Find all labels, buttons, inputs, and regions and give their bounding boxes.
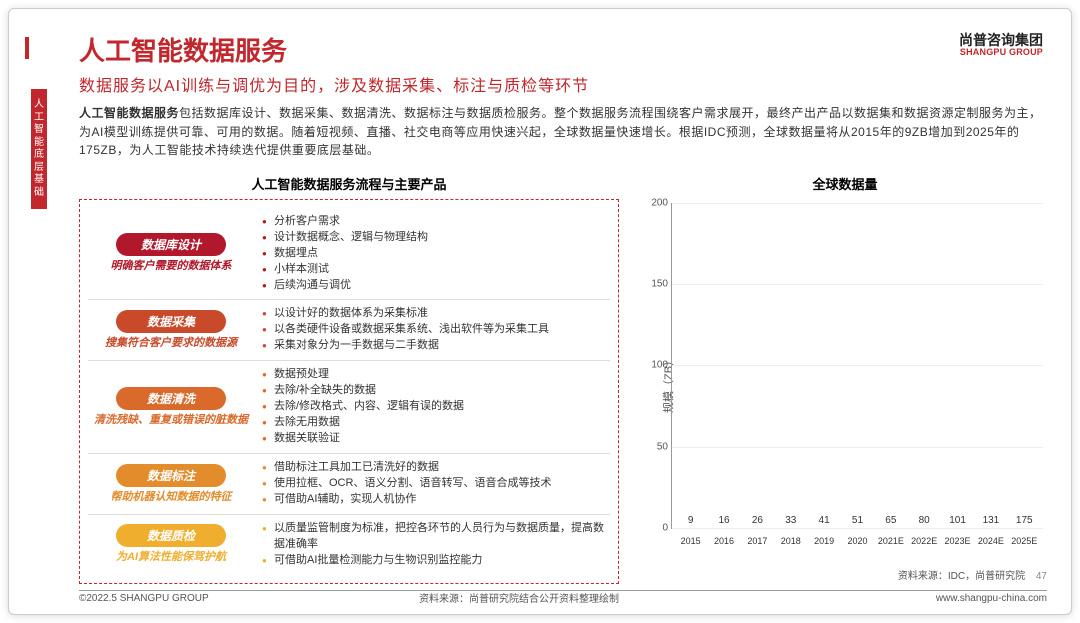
flow-box: 数据库设计明确客户需要的数据体系 分析客户需求设计数据概念、逻辑与物理结构数据埋点… xyxy=(79,199,619,584)
flow-bullet: 设计数据概念、逻辑与物理结构 xyxy=(262,230,608,246)
flow-pill-sub: 明确客户需要的数据体系 xyxy=(111,260,232,274)
flow-row: 数据库设计明确客户需要的数据体系 分析客户需求设计数据概念、逻辑与物理结构数据埋点… xyxy=(88,208,610,301)
intro-em: 人工智能数据服务 xyxy=(79,106,179,120)
bar-category-label: 2023E xyxy=(945,536,971,546)
flow-bullets: 以质量监管制度为标准，把控各环节的人员行为与数据质量，提高数据准确率可借助AI批… xyxy=(262,521,608,569)
bar-chart: 92015 162016 262017 332018 412019 512020 65202… xyxy=(671,203,1043,529)
flow-bullet: 后续沟通与调优 xyxy=(262,278,608,294)
flow-bullet: 可借助AI辅助，实现人机协作 xyxy=(262,492,608,508)
bar-slot: 332018 xyxy=(776,515,805,528)
flow-bullet: 数据关联验证 xyxy=(262,431,608,447)
chart-title: 全球数据量 xyxy=(643,174,1047,193)
bar-category-label: 2017 xyxy=(747,536,767,546)
flow-row: 数据采集搜集符合客户要求的数据源 以设计好的数据体系为采集标准以各类硬件设备或数据… xyxy=(88,300,610,361)
flow-title: 人工智能数据服务流程与主要产品 xyxy=(79,174,619,193)
flow-pill-sub: 为AI算法性能保驾护航 xyxy=(116,551,226,565)
flow-bullet: 数据预处理 xyxy=(262,367,608,383)
bar-category-label: 2018 xyxy=(781,536,801,546)
bar-slot: 92015 xyxy=(676,515,705,528)
bar-slot: 162016 xyxy=(709,515,738,528)
chart-column: 全球数据量 规模（ZB） 920151620162620173320184120… xyxy=(643,174,1047,605)
bar-value-label: 101 xyxy=(949,515,966,526)
flow-column: 人工智能数据服务流程与主要产品 数据库设计明确客户需要的数据体系 分析客户需求设计… xyxy=(79,174,619,605)
flow-bullet: 去除无用数据 xyxy=(262,415,608,431)
chart-wrap: 规模（ZB） 920151620162620173320184120195120… xyxy=(643,199,1047,569)
bar-slot: 1312024E xyxy=(976,515,1005,528)
chart-ytick: 150 xyxy=(648,279,668,290)
flow-pill: 数据库设计 xyxy=(116,233,226,256)
chart-ytick: 200 xyxy=(648,197,668,208)
flow-pill: 数据质检 xyxy=(116,524,226,547)
page-number: 47 xyxy=(1036,571,1047,582)
bar-slot: 412019 xyxy=(809,515,838,528)
footer-copyright: ©2022.5 SHANGPU GROUP xyxy=(79,593,209,604)
bar-category-label: 2019 xyxy=(814,536,834,546)
content-area: 人工智能数据服务 数据服务以AI训练与调优为目的，涉及数据采集、标注与质检等环节… xyxy=(79,31,1047,592)
flow-pill-sub: 帮助机器认知数据的特征 xyxy=(111,491,232,505)
bar-category-label: 2021E xyxy=(878,536,904,546)
flow-bullet: 数据埋点 xyxy=(262,246,608,262)
flow-bullets: 数据预处理去除/补全缺失的数据去除/修改格式、内容、逻辑有误的数据去除无用数据数… xyxy=(262,367,608,447)
bar-slot: 1752025E xyxy=(1010,515,1039,528)
flow-bullet: 以设计好的数据体系为采集标准 xyxy=(262,306,608,322)
flow-bullet: 借助标注工具加工已清洗好的数据 xyxy=(262,460,608,476)
chart-source: 资料来源：IDC，尚普研究院 47 xyxy=(643,567,1047,582)
bar-value-label: 26 xyxy=(752,515,763,526)
chart-ytick: 100 xyxy=(648,360,668,371)
flow-row: 数据质检为AI算法性能保驾护航 以质量监管制度为标准，把控各环节的人员行为与数据质… xyxy=(88,515,610,575)
page-title: 人工智能数据服务 xyxy=(79,31,1047,68)
chart-ytick: 0 xyxy=(648,522,668,533)
flow-pill: 数据标注 xyxy=(116,464,226,487)
flow-bullet: 以各类硬件设备或数据采集系统、浅出软件等为采集工具 xyxy=(262,322,608,338)
bar-category-label: 2020 xyxy=(847,536,867,546)
flow-row: 数据标注帮助机器认知数据的特征 借助标注工具加工已清洗好的数据使用拉框、OCR、语… xyxy=(88,454,610,515)
bar-value-label: 16 xyxy=(718,515,729,526)
bar-value-label: 65 xyxy=(885,515,896,526)
title-accent xyxy=(25,37,29,59)
bar-slot: 262017 xyxy=(743,515,772,528)
bar-slot: 652021E xyxy=(876,515,905,528)
flow-bullet: 分析客户需求 xyxy=(262,214,608,230)
flow-bullet: 小样本测试 xyxy=(262,262,608,278)
chart-source-text: 资料来源：IDC，尚普研究院 xyxy=(898,571,1025,582)
flow-bullet: 以质量监管制度为标准，把控各环节的人员行为与数据质量，提高数据准确率 xyxy=(262,521,608,553)
flow-pill-sub: 清洗残缺、重复或错误的脏数据 xyxy=(94,414,248,428)
flow-bullet: 采集对象分为一手数据与二手数据 xyxy=(262,338,608,354)
bar-value-label: 41 xyxy=(819,515,830,526)
bar-slot: 802022E xyxy=(910,515,939,528)
flow-bullets: 分析客户需求设计数据概念、逻辑与物理结构数据埋点小样本测试后续沟通与调优 xyxy=(262,214,608,294)
flow-bullets: 以设计好的数据体系为采集标准以各类硬件设备或数据采集系统、浅出软件等为采集工具采… xyxy=(262,306,608,354)
bar-category-label: 2025E xyxy=(1011,536,1037,546)
bar-category-label: 2015 xyxy=(681,536,701,546)
flow-pill-sub: 搜集符合客户要求的数据源 xyxy=(105,337,237,351)
bar-category-label: 2016 xyxy=(714,536,734,546)
bar-value-label: 51 xyxy=(852,515,863,526)
footer-url: www.shangpu-china.com xyxy=(936,593,1047,604)
flow-bullet: 使用拉框、OCR、语义分割、语音转写、语音合成等技术 xyxy=(262,476,608,492)
bar-category-label: 2024E xyxy=(978,536,1004,546)
bar-value-label: 80 xyxy=(919,515,930,526)
bar-value-label: 33 xyxy=(785,515,796,526)
flow-bullets: 借助标注工具加工已清洗好的数据使用拉框、OCR、语义分割、语音转写、语音合成等技… xyxy=(262,460,608,508)
intro-rest: 包括数据库设计、数据采集、数据清洗、数据标注与数据质检服务。整个数据服务流程围绕… xyxy=(79,106,1042,157)
chart-ytick: 50 xyxy=(648,441,668,452)
flow-bullet: 去除/补全缺失的数据 xyxy=(262,383,608,399)
page-footer: ©2022.5 SHANGPU GROUP www.shangpu-china.… xyxy=(79,590,1047,604)
page-subtitle: 数据服务以AI训练与调优为目的，涉及数据采集、标注与质检等环节 xyxy=(79,72,1047,96)
bar-category-label: 2022E xyxy=(911,536,937,546)
intro-paragraph: 人工智能数据服务包括数据库设计、数据采集、数据清洗、数据标注与数据质检服务。整个… xyxy=(79,104,1047,160)
side-tab: 人工智能底层基础 xyxy=(31,89,47,209)
bar-value-label: 9 xyxy=(688,515,694,526)
bar-value-label: 175 xyxy=(1016,515,1033,526)
flow-row: 数据清洗清洗残缺、重复或错误的脏数据数据预处理去除/补全缺失的数据去除/修改格式… xyxy=(88,361,610,454)
flow-pill: 数据采集 xyxy=(116,310,226,333)
flow-bullet: 可借助AI批量检测能力与生物识别监控能力 xyxy=(262,553,608,569)
flow-pill: 数据清洗 xyxy=(116,387,226,410)
bar-slot: 1012023E xyxy=(943,515,972,528)
bar-slot: 512020 xyxy=(843,515,872,528)
flow-bullet: 去除/修改格式、内容、逻辑有误的数据 xyxy=(262,399,608,415)
bar-value-label: 131 xyxy=(983,515,1000,526)
